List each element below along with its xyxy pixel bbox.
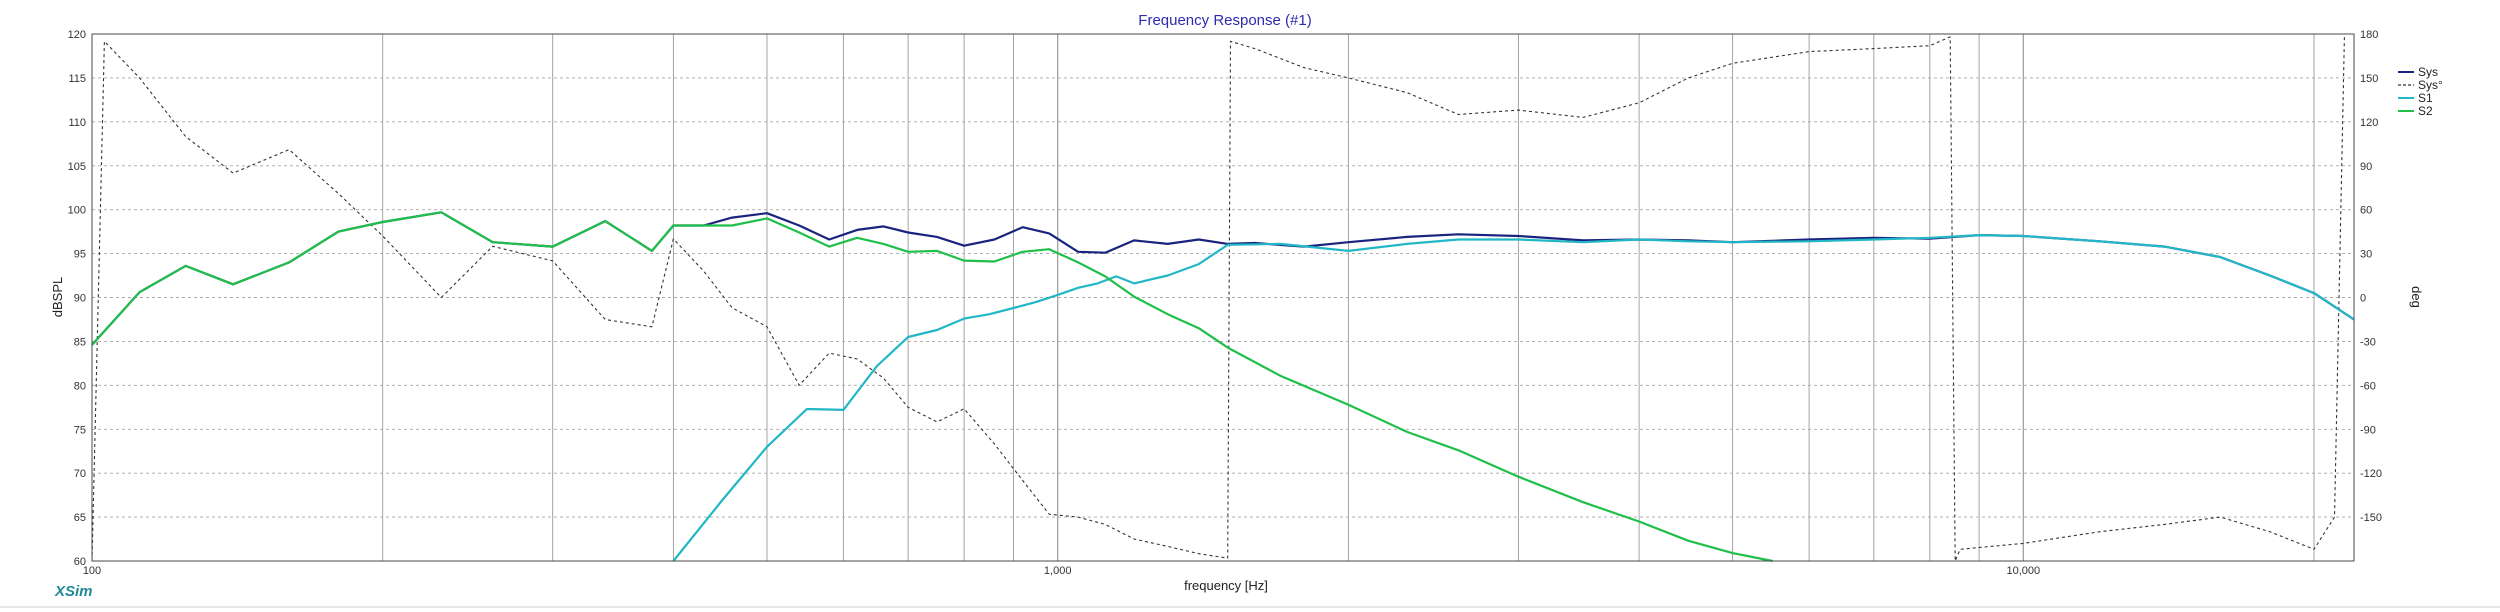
series-line-sys-phase: [91, 36, 2345, 562]
x-axis-ticks: 100 1,000 10,000: [83, 565, 2040, 577]
plot-frame: [91, 33, 2355, 562]
y-tick-label: 120: [68, 29, 86, 41]
grid-lines: [92, 34, 2354, 561]
y2-tick-label: 150: [2360, 73, 2378, 85]
x-tick-label: 100: [83, 565, 101, 577]
chart-title: Frequency Response (#1): [1138, 12, 1311, 29]
y-tick-label: 100: [68, 205, 86, 217]
right-axis-ticks: 180 150 120 90 60 30 0 -30 -60 -90 -120 -150: [2360, 29, 2382, 524]
y2-tick-label: 120: [2360, 117, 2378, 129]
legend-label: Sys°: [2418, 78, 2443, 92]
y-tick-label: 95: [74, 249, 86, 261]
y-tick-label: 75: [74, 424, 86, 436]
x-tick-label: 1,000: [1044, 565, 1072, 577]
y-tick-label: 80: [74, 380, 86, 392]
y-tick-label: 110: [68, 117, 86, 129]
y2-tick-label: -120: [2360, 468, 2382, 480]
legend-label: S2: [2418, 104, 2433, 118]
series-lines: [91, 36, 2355, 563]
y2-tick-label: 60: [2360, 205, 2372, 217]
y2-tick-label: 90: [2360, 161, 2372, 173]
y2-tick-label: 180: [2360, 29, 2378, 41]
y2-tick-label: 0: [2360, 293, 2366, 305]
y2-tick-label: -60: [2360, 380, 2376, 392]
y2-axis-label: deg: [2409, 286, 2424, 308]
y-tick-label: 85: [74, 336, 86, 348]
y2-tick-label: -30: [2360, 336, 2376, 348]
y-tick-label: 65: [74, 512, 86, 524]
y2-tick-label: -150: [2360, 512, 2382, 524]
left-axis-ticks: 60 65 70 75 80 85 90 95 100 105 110 115 120: [68, 29, 86, 568]
xsim-brand-logo: XSim: [54, 583, 93, 600]
legend-label: Sys: [2418, 65, 2438, 79]
y-tick-label: 115: [68, 73, 86, 85]
x-tick-label: 10,000: [2006, 565, 2040, 577]
y2-tick-label: 30: [2360, 249, 2372, 261]
x-axis-label: frequency [Hz]: [1184, 578, 1268, 593]
y-axis-label: dBSPL: [50, 277, 65, 317]
legend-label: S1: [2418, 91, 2433, 105]
y2-tick-label: -90: [2360, 424, 2376, 436]
y-tick-label: 90: [74, 293, 86, 305]
series-line-s2: [91, 211, 1773, 563]
y-tick-label: 105: [68, 161, 86, 173]
y-tick-label: 70: [74, 468, 86, 480]
y-tick-label: 60: [74, 556, 86, 568]
series-line-s1: [672, 234, 2355, 562]
